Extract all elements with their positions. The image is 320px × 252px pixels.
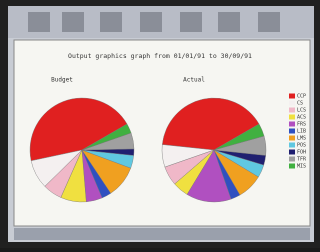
icon[interactable] [218, 12, 240, 32]
legend-swatch [289, 101, 295, 106]
icon[interactable] [28, 12, 50, 32]
icon[interactable] [62, 12, 84, 32]
chart-title: Budget [51, 77, 73, 84]
legend-swatch [289, 157, 295, 162]
legend-swatch [289, 164, 295, 169]
legend-label: LCS [297, 108, 306, 114]
legend-swatch [289, 108, 295, 113]
legend-swatch [289, 115, 295, 120]
legend-swatch [289, 150, 295, 155]
legend-swatch [289, 143, 295, 148]
legend-label: CCP [297, 94, 306, 100]
legend-swatch [289, 94, 295, 99]
icon[interactable] [258, 12, 280, 32]
legend-label: FRS [297, 122, 306, 128]
legend-label: LMS [297, 136, 306, 142]
legend-label: CS [297, 101, 303, 107]
icon[interactable] [100, 12, 122, 32]
legend-label: LIB [297, 129, 306, 135]
icon[interactable] [140, 12, 162, 32]
legend-label: FOH [297, 150, 306, 156]
legend-label: ACS [297, 115, 306, 121]
legend-label: MIS [297, 164, 306, 170]
status-bar [14, 228, 310, 240]
legend-swatch [289, 136, 295, 141]
legend-label: TFR [297, 157, 307, 163]
legend-swatch [289, 122, 295, 127]
icon[interactable] [180, 12, 202, 32]
legend-swatch [289, 129, 295, 134]
window-title: Output graphics graph from 01/01/91 to 3… [68, 52, 252, 60]
chart-title: Actual [183, 77, 205, 84]
legend-label: POS [297, 143, 306, 149]
page: Output graphics graph from 01/01/91 to 3… [0, 0, 320, 248]
screen: Output graphics graph from 01/01/91 to 3… [0, 0, 320, 248]
